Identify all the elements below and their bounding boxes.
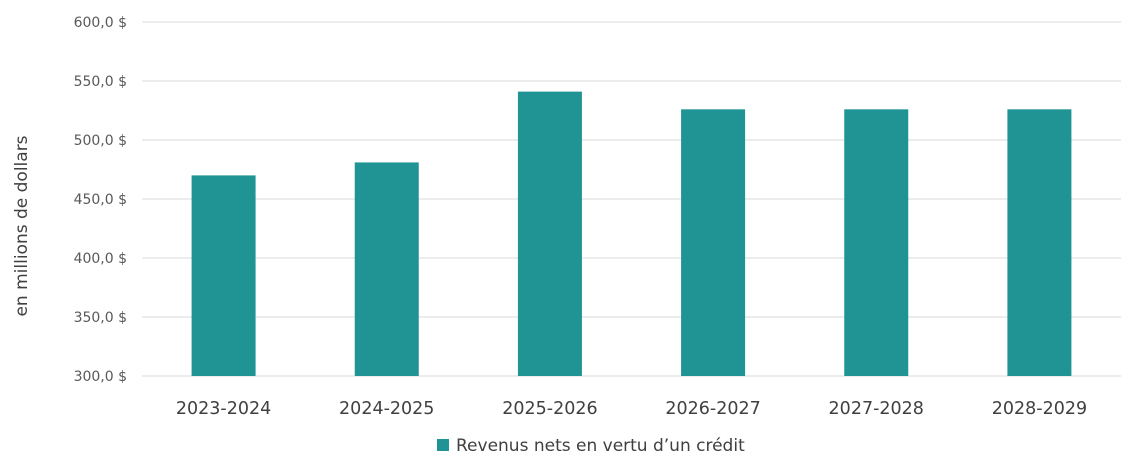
- x-axis-ticks: 2023-2024 2024-2025 2025-2026 2026-2027 2027…: [176, 399, 1087, 419]
- y-tick-label: 300,0 $: [74, 369, 127, 385]
- gridlines: [142, 21, 1121, 377]
- x-tick-label: 2027-2028: [829, 399, 924, 419]
- x-tick-label: 2024-2025: [339, 399, 434, 419]
- y-tick-label: 550,0 $: [74, 74, 127, 90]
- bar: [191, 175, 256, 376]
- x-tick-label: 2026-2027: [665, 399, 760, 419]
- y-tick-label: 450,0 $: [74, 192, 127, 208]
- y-axis-label: en millions de dollars: [12, 135, 32, 316]
- y-tick-label: 400,0 $: [74, 251, 127, 267]
- y-tick-label: 600,0 $: [74, 15, 127, 31]
- bar: [354, 162, 419, 376]
- legend-label: Revenus nets en vertu d’un crédit: [456, 436, 745, 454]
- bars: [191, 91, 1072, 377]
- x-tick-label: 2023-2024: [176, 399, 271, 419]
- x-tick-label: 2028-2029: [992, 399, 1087, 419]
- legend-swatch: [437, 439, 449, 451]
- y-tick-label: 500,0 $: [74, 133, 127, 149]
- y-axis-ticks: 300,0 $ 350,0 $ 400,0 $ 450,0 $ 500,0 $ 550,0…: [74, 15, 127, 385]
- x-tick-label: 2025-2026: [502, 399, 597, 419]
- bar: [844, 109, 909, 376]
- bar: [517, 91, 582, 377]
- bar: [681, 109, 746, 376]
- legend: Revenus nets en vertu d’un crédit: [437, 436, 745, 454]
- bar: [1007, 109, 1072, 376]
- y-tick-label: 350,0 $: [74, 310, 127, 326]
